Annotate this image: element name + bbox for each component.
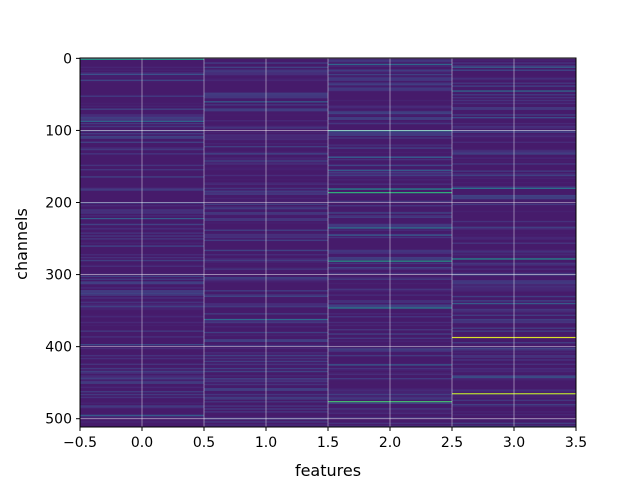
x-tick-label: −0.5 xyxy=(63,435,97,451)
y-axis-label: channels xyxy=(12,208,31,280)
x-axis-ticks: −0.5 0.0 0.5 1.0 1.5 2.0 2.5 3.0 3.5 xyxy=(63,427,587,451)
x-tick-label: 2.5 xyxy=(441,435,463,451)
x-axis-label: features xyxy=(295,461,361,480)
x-tick-label: 1.0 xyxy=(255,435,277,451)
y-tick-label: 500 xyxy=(45,412,72,428)
x-tick-label: 0.0 xyxy=(131,435,153,451)
x-tick-label: 3.0 xyxy=(503,435,525,451)
x-tick-label: 2.0 xyxy=(379,435,401,451)
x-tick-label: 0.5 xyxy=(193,435,215,451)
y-tick-label: 0 xyxy=(63,51,72,67)
y-axis-ticks: 0 100 200 300 400 500 xyxy=(45,51,80,428)
y-tick-label: 400 xyxy=(45,340,72,356)
plot-frame xyxy=(79,57,577,428)
x-tick-label: 3.5 xyxy=(565,435,587,451)
x-tick-label: 1.5 xyxy=(317,435,339,451)
y-tick-label: 200 xyxy=(45,196,72,212)
y-tick-label: 300 xyxy=(45,268,72,284)
y-tick-label: 100 xyxy=(45,123,72,139)
